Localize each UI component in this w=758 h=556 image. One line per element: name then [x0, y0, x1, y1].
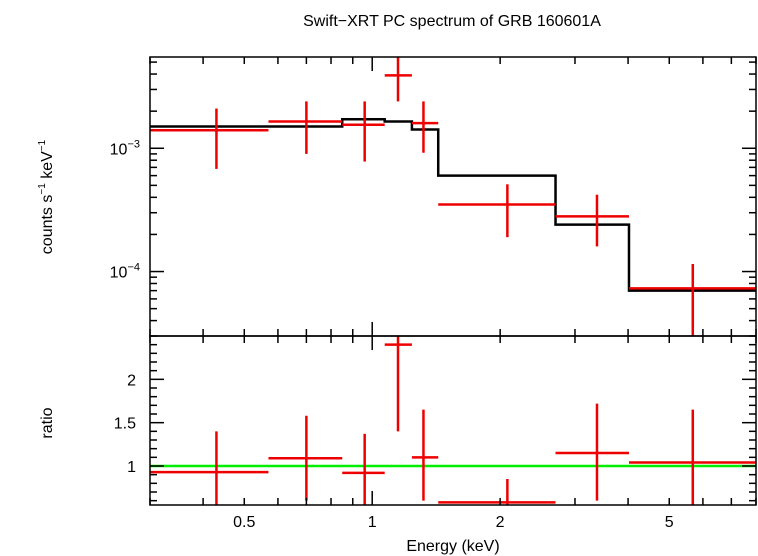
tick-exponent: −3 — [127, 138, 140, 150]
y-tick-label-ratio: 1 — [127, 459, 136, 476]
y-tick-label-spectrum: 10−3 — [110, 138, 140, 158]
x-tick-label: 5 — [665, 514, 674, 531]
model-step-line — [150, 117, 756, 292]
y-label-exp2: −1 — [37, 139, 48, 151]
spectrum-y-axis-label: counts s−1 keV−1 — [37, 139, 56, 254]
y-label-part2: keV — [39, 151, 56, 183]
chart-title: Swift−XRT PC spectrum of GRB 160601A — [303, 13, 601, 30]
axes-frame: 0.5 1 2 510−310−411.52 — [110, 56, 757, 531]
y-tick-label-ratio: 1.5 — [114, 416, 136, 433]
x-tick-label: 1 — [368, 514, 377, 531]
y-label-part1: counts s — [39, 195, 56, 255]
y-tick-label-ratio: 2 — [127, 372, 136, 389]
spectrum-frame — [149, 56, 757, 337]
y-tick-label-spectrum: 10−4 — [110, 262, 140, 282]
x-axis-label: Energy (keV) — [406, 538, 499, 555]
ratio-y-axis-label: ratio — [39, 407, 56, 438]
x-tick-label: 0.5 — [233, 514, 255, 531]
ratio-frame — [149, 335, 757, 506]
ratio-panel — [150, 336, 756, 505]
tick-base: 10 — [110, 141, 128, 158]
spectrum-panel — [150, 57, 756, 336]
tick-base: 10 — [110, 265, 128, 282]
y-label-exp1: −1 — [37, 183, 48, 195]
x-tick-label: 2 — [496, 514, 505, 531]
tick-exponent: −4 — [127, 262, 140, 274]
